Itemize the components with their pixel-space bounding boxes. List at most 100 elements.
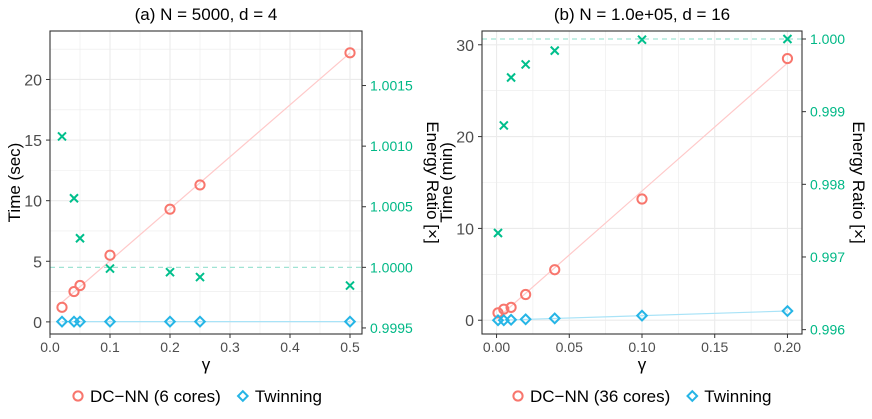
dcnn-point <box>74 279 86 292</box>
twinning-point <box>343 315 357 328</box>
x-tick-label: 0.15 <box>701 339 728 355</box>
x-axis-label: γ <box>202 355 211 374</box>
legend-a: DC−NN (6 cores) Twinning <box>72 387 322 406</box>
x-tick-label: 0.3 <box>220 339 240 355</box>
x-tick-label: 0.0 <box>40 339 60 355</box>
y2-tick-label: 1.0010 <box>370 138 413 154</box>
legend-dcnn-key <box>72 390 84 402</box>
x-tick-label: 0.20 <box>774 339 801 355</box>
dcnn-point <box>781 52 794 65</box>
y2-tick-label: 1.0005 <box>370 199 413 215</box>
dcnn-point <box>344 47 356 59</box>
dcnn-point <box>520 288 532 301</box>
y2-tick-label: 0.999 <box>810 104 845 120</box>
x-tick-label: 0.5 <box>340 339 360 355</box>
twinning-point <box>55 315 69 328</box>
dcnn-point <box>194 179 206 191</box>
legend-label: DC−NN (6 cores) <box>90 387 221 406</box>
energy-ratio-point <box>520 59 531 70</box>
dcnn-point <box>104 249 116 261</box>
energy-ratio-point <box>69 193 79 203</box>
energy-ratio-point <box>195 272 205 282</box>
twinning-point <box>781 304 794 318</box>
dcnn-point <box>549 264 561 276</box>
legend-dcnn-key <box>512 390 524 402</box>
energy-ratio-point <box>105 263 115 274</box>
x-tick-label: 0.1 <box>100 339 120 355</box>
x-tick-label: 0.05 <box>556 339 583 355</box>
twinning-point <box>103 315 117 328</box>
dcnn-point <box>498 303 510 315</box>
twinning-point <box>193 315 207 328</box>
legend-twinning-key <box>686 389 699 403</box>
grid <box>49 31 362 334</box>
panel-title: (b) N = 1.0e+05, d = 16 <box>554 5 730 24</box>
y-tick-label: 0 <box>465 313 474 330</box>
twinning-point <box>504 313 518 326</box>
y2-tick-label: 0.998 <box>810 176 845 192</box>
series-energy-ratio <box>57 131 355 291</box>
y-tick-label: 10 <box>456 221 474 238</box>
y-tick-label: 30 <box>456 38 474 55</box>
series-twinning <box>55 315 357 328</box>
twinning-point <box>163 315 177 328</box>
energy-ratio-point <box>550 45 560 56</box>
y2-axis-label: Energy Ratio [×] <box>423 121 442 243</box>
series-dc-nn-6-cores- <box>56 47 356 313</box>
energy-ratio-point <box>345 280 355 291</box>
x-tick-label: 0.2 <box>160 339 180 355</box>
y2-tick-label: 1.000 <box>810 31 845 47</box>
twinning-point <box>548 312 561 325</box>
x-tick-label: 0.10 <box>628 339 655 355</box>
fit-line <box>497 62 788 319</box>
y-tick-label: 20 <box>24 72 42 89</box>
twinning-point <box>519 313 532 326</box>
y-axis-label: Time (min) <box>437 142 456 223</box>
twinning-point <box>73 315 87 328</box>
energy-ratio-point <box>499 120 509 131</box>
energy-ratio-point <box>506 72 516 83</box>
legend-twinning-key <box>236 389 250 403</box>
grid <box>482 31 802 334</box>
series-energy-ratio <box>493 34 793 238</box>
energy-ratio-point <box>782 34 793 44</box>
y2-tick-label: 0.9995 <box>370 320 413 336</box>
fit-line <box>497 310 788 321</box>
y-axis-label: Time (sec) <box>5 143 24 223</box>
y-tick-label: 15 <box>24 133 42 150</box>
dcnn-point <box>68 285 80 298</box>
panel-border <box>49 30 363 335</box>
dcnn-point <box>636 193 648 205</box>
energy-ratio-point <box>493 228 503 238</box>
panel-b: 0.00 0.05 0.10 0.15 0.20 0 10 20 30 0.996 0.997 0.9… <box>437 5 868 374</box>
dcnn-point <box>505 301 517 313</box>
x-tick-label: 0.00 <box>483 339 510 355</box>
dcnn-point <box>164 203 176 215</box>
energy-ratio-point <box>75 233 85 243</box>
energy-ratio-point <box>637 35 647 45</box>
fit-line <box>61 52 351 303</box>
y2-tick-label: 1.0015 <box>370 78 413 94</box>
panel-title: (a) N = 5000, d = 4 <box>135 5 278 24</box>
legend-label: DC−NN (36 cores) <box>530 387 670 406</box>
energy-ratio-point <box>57 131 67 142</box>
series-dc-nn-36-cores- <box>492 52 794 319</box>
y-tick-label: 0 <box>33 315 42 332</box>
y2-axis-label: Energy Ratio [×] <box>849 121 868 243</box>
twinning-point <box>635 309 649 322</box>
legend-label: Twinning <box>255 387 322 406</box>
y2-tick-label: 1.0000 <box>370 259 413 275</box>
legend-label: Twinning <box>704 387 771 406</box>
y-tick-label: 20 <box>456 130 474 147</box>
energy-ratio-point <box>165 267 175 277</box>
panel-a: 0.0 0.1 0.2 0.3 0.4 0.5 0 5 10 15 20 0.9995 1.0000 1.… <box>5 5 442 374</box>
y-tick-label: 10 <box>24 194 42 211</box>
legend-b: DC−NN (36 cores) Twinning <box>512 387 771 406</box>
y2-tick-label: 0.996 <box>810 322 845 338</box>
y-tick-label: 5 <box>33 254 42 271</box>
series-twinning <box>491 304 794 327</box>
x-axis-label: γ <box>638 355 647 374</box>
x-tick-label: 0.4 <box>280 339 300 355</box>
y2-tick-label: 0.997 <box>810 249 845 265</box>
